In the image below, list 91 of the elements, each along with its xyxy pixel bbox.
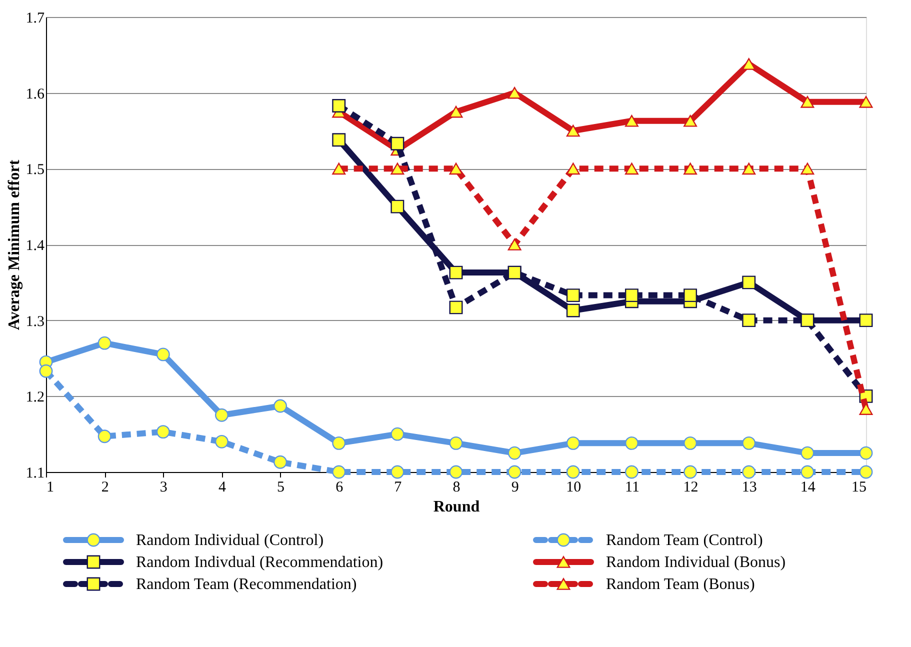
point (449, 162, 463, 175)
x-tick-label: 6 (336, 480, 344, 496)
point (390, 162, 404, 175)
point (214, 408, 228, 422)
point (624, 288, 638, 302)
point (684, 288, 698, 302)
x-tick-label: 10 (566, 480, 582, 496)
x-tick-label: 15 (852, 480, 866, 496)
point (390, 427, 404, 441)
point (742, 436, 756, 450)
point (742, 58, 756, 70)
y-tick-label: 1.1 (26, 466, 44, 482)
point (566, 436, 580, 450)
point (332, 99, 346, 112)
point (449, 436, 463, 450)
point (449, 300, 463, 314)
x-tick-label: 5 (277, 480, 285, 496)
point (156, 425, 170, 439)
point (508, 86, 522, 99)
point (566, 304, 580, 318)
point (859, 465, 873, 479)
point (390, 200, 404, 214)
point (624, 114, 638, 127)
point (390, 136, 404, 150)
y-tick-label: 1.5 (26, 162, 44, 178)
legend-label: Random Individual (Bonus) (606, 554, 786, 571)
point (859, 96, 873, 108)
point (742, 465, 756, 479)
point (800, 162, 814, 175)
point (684, 465, 698, 479)
x-tick-label: 1 (46, 480, 54, 496)
point (684, 436, 698, 450)
point (684, 162, 698, 175)
point (449, 465, 463, 479)
x-tick-label: 4 (218, 480, 226, 496)
point (332, 133, 346, 147)
point (508, 446, 522, 460)
point (449, 106, 463, 118)
point (859, 446, 873, 460)
x-tick-label: 2 (101, 480, 109, 496)
point (156, 348, 170, 362)
y-tick-label: 1.4 (26, 238, 45, 254)
point (98, 336, 112, 350)
point (390, 465, 404, 479)
point (566, 124, 580, 137)
point (742, 162, 756, 175)
x-tick-label: 11 (624, 480, 640, 496)
y-tick-label: 1.3 (26, 314, 44, 330)
point (566, 465, 580, 479)
legend-label: Random Individual (Control) (136, 532, 324, 549)
legend-label: Random Team (Recommendation) (136, 576, 357, 593)
point (624, 436, 638, 450)
point (449, 266, 463, 280)
point (566, 162, 580, 175)
point (332, 465, 346, 479)
point (39, 364, 53, 378)
point (742, 314, 756, 328)
y-axis-title: Average Minimum effort (6, 159, 23, 330)
x-tick-label: 7 (394, 480, 402, 496)
point (859, 314, 873, 328)
point (800, 446, 814, 460)
point (508, 238, 522, 250)
point (800, 314, 814, 328)
legend-label: Random Team (Control) (606, 532, 763, 549)
legend-label: Random Team (Bonus) (606, 576, 755, 593)
point (214, 434, 228, 448)
point (274, 399, 288, 413)
point (332, 436, 346, 450)
point (684, 114, 698, 127)
point (742, 276, 756, 290)
legend-label: Random Indivdual (Recommendation) (136, 554, 384, 571)
point (332, 162, 346, 175)
x-tick-label: 9 (511, 480, 519, 496)
point (800, 465, 814, 479)
x-tick-label: 13 (742, 480, 757, 496)
point (859, 403, 873, 415)
point (624, 162, 638, 175)
x-tick-label: 8 (452, 480, 460, 496)
point (274, 455, 288, 469)
y-tick-label: 1.2 (26, 390, 44, 406)
point (800, 96, 814, 108)
x-axis-title: Round (433, 498, 480, 516)
y-tick-label: 1.6 (26, 86, 45, 102)
x-tick-label: 3 (160, 480, 168, 496)
x-tick-label: 14 (800, 480, 816, 496)
point (98, 430, 112, 444)
y-tick-label: 1.7 (26, 10, 45, 26)
point (508, 465, 522, 479)
point (624, 465, 638, 479)
x-tick-label: 12 (683, 480, 698, 496)
point (566, 288, 580, 302)
